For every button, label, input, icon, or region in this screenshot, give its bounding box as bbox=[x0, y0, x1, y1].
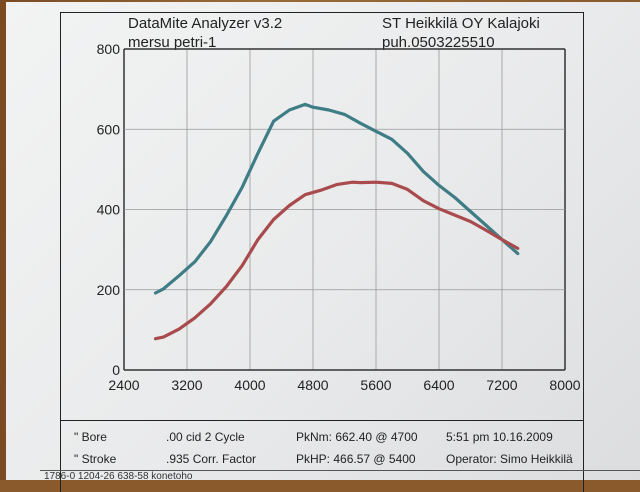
x-tick-label: 7200 bbox=[486, 377, 517, 393]
dyno-chart: 0 200 400 600 800 2400 3200 4000 4800 5600 6400 72… bbox=[97, 41, 581, 393]
x-tick-label: 4000 bbox=[234, 377, 265, 393]
chart-series bbox=[153, 102, 520, 341]
y-tick-label: 400 bbox=[97, 202, 121, 218]
x-tick-label: 6400 bbox=[423, 377, 454, 393]
printout-frame bbox=[60, 12, 584, 492]
info-separator bbox=[60, 420, 584, 421]
operator: Operator: Simo Heikkilä bbox=[446, 452, 573, 466]
peak-torque: PkNm: 662.40 @ 4700 bbox=[296, 430, 418, 444]
x-tick-label: 3200 bbox=[171, 377, 202, 393]
stroke-value: .935 Corr. Factor bbox=[166, 452, 257, 466]
x-tick-label: 8000 bbox=[549, 377, 580, 393]
torque-curve bbox=[153, 102, 520, 295]
y-tick-label: 200 bbox=[97, 282, 121, 298]
bottom-strip bbox=[40, 470, 640, 481]
x-tick-label: 4800 bbox=[297, 377, 328, 393]
power-curve bbox=[153, 180, 520, 341]
shop-name: ST Heikkilä OY Kalajoki bbox=[382, 15, 540, 32]
peak-power: PkHP: 466.57 @ 5400 bbox=[296, 452, 416, 466]
y-tick-labels: 0 200 400 600 800 bbox=[97, 41, 121, 378]
y-tick-label: 800 bbox=[97, 41, 121, 57]
shop-phone: puh.0503225510 bbox=[382, 34, 495, 51]
chart-grid bbox=[123, 48, 566, 371]
dyno-printout bbox=[6, 2, 640, 480]
footer-code: 1786-0 1204-26 638-58 konetoho bbox=[44, 471, 193, 482]
x-tick-label: 5600 bbox=[360, 377, 391, 393]
app-title: DataMite Analyzer v3.2 bbox=[128, 15, 283, 32]
x-tick-label: 2400 bbox=[108, 377, 139, 393]
run-name: mersu petri-1 bbox=[128, 34, 217, 51]
y-tick-label: 0 bbox=[112, 362, 120, 378]
stroke-label: " Stroke bbox=[74, 452, 117, 466]
bore-value: .00 cid 2 Cycle bbox=[166, 430, 245, 444]
bore-label: " Bore bbox=[74, 430, 107, 444]
x-tick-labels: 2400 3200 4000 4800 5600 6400 7200 8000 bbox=[108, 377, 580, 393]
y-tick-label: 600 bbox=[97, 121, 121, 137]
time-date: 5:51 pm 10.16.2009 bbox=[446, 430, 553, 444]
